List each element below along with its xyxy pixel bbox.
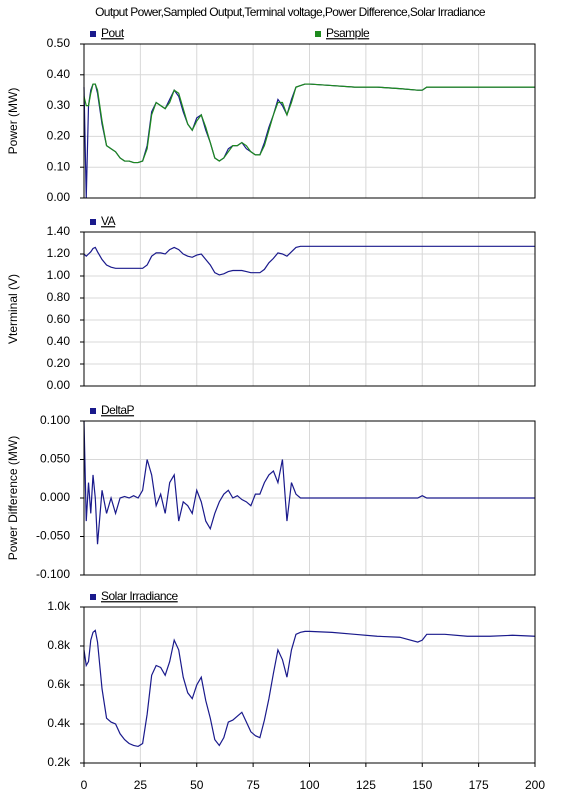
x-tick-label: 75 [246,778,260,792]
y-tick-label: 0.20 [47,129,71,143]
series-line [83,245,535,276]
plot-frame [83,231,536,387]
y-tick-label: 1.20 [47,246,71,260]
y-tick-label: 0.00 [47,190,71,204]
x-tick-label: 50 [190,778,204,792]
y-tick-label: 0.6k [47,677,71,691]
x-tick-label: 25 [134,778,148,792]
legend-label: Psample [326,26,370,40]
y-tick-label: 0.40 [47,334,71,348]
y-tick-label: 0.00 [47,378,71,392]
legend-label: Pout [101,26,125,40]
chart-title: Output Power,Sampled Output,Terminal vol… [95,5,486,19]
plot-frame [83,420,536,576]
y-tick-label: 0.80 [47,290,71,304]
y-axis-label: Vterminal (V) [6,274,20,344]
legend-label: VA [101,214,116,228]
series-line [83,420,535,545]
x-tick-label: 125 [356,778,376,792]
y-tick-label: 0.30 [47,98,71,112]
y-tick-label: 0.50 [47,36,71,50]
x-tick-label: 0 [81,778,88,792]
legend-label: DeltaP [101,403,135,417]
legend-swatch [90,31,96,37]
legend-swatch [90,408,96,414]
legend-swatch [90,219,96,225]
y-tick-label: -0.050 [36,529,70,543]
y-tick-label: 1.40 [47,224,71,238]
y-axis-label: Power Difference (MW) [6,436,20,560]
x-tick-label: 150 [412,778,432,792]
y-tick-label: 0.2k [47,755,71,769]
x-tick-label: 175 [469,778,489,792]
plot-frame [83,606,536,764]
y-tick-label: 0.40 [47,67,71,81]
legend-label: Solar Irradiance [101,589,179,603]
x-tick-label: 100 [299,778,319,792]
y-tick-label: 0.4k [47,716,71,730]
y-tick-label: 0.8k [47,638,71,652]
y-tick-label: 0.10 [47,159,71,173]
legend-swatch [315,31,321,37]
series-line [83,629,536,748]
y-tick-label: 0.100 [40,413,70,427]
y-tick-label: 1.0k [47,599,71,613]
y-tick-label: 0.20 [47,356,71,370]
legend-swatch [90,594,96,600]
plot-frame [83,43,536,199]
y-tick-label: 0.000 [40,490,70,504]
y-tick-label: -0.100 [36,567,70,581]
series-line [83,83,535,164]
y-axis-label: Power (MW) [6,88,20,155]
y-tick-label: 1.00 [47,268,71,282]
y-tick-label: 0.60 [47,312,71,326]
x-tick-label: 200 [525,778,545,792]
y-tick-label: 0.050 [40,452,70,466]
